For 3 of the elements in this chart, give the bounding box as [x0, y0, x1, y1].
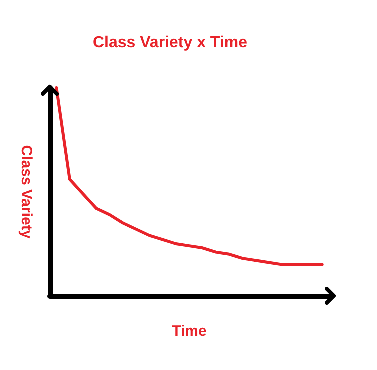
x-axis-title: Time [172, 323, 207, 340]
y-axis-title: Class Variety [18, 145, 35, 240]
chart-title: Class Variety x Time [93, 34, 248, 52]
